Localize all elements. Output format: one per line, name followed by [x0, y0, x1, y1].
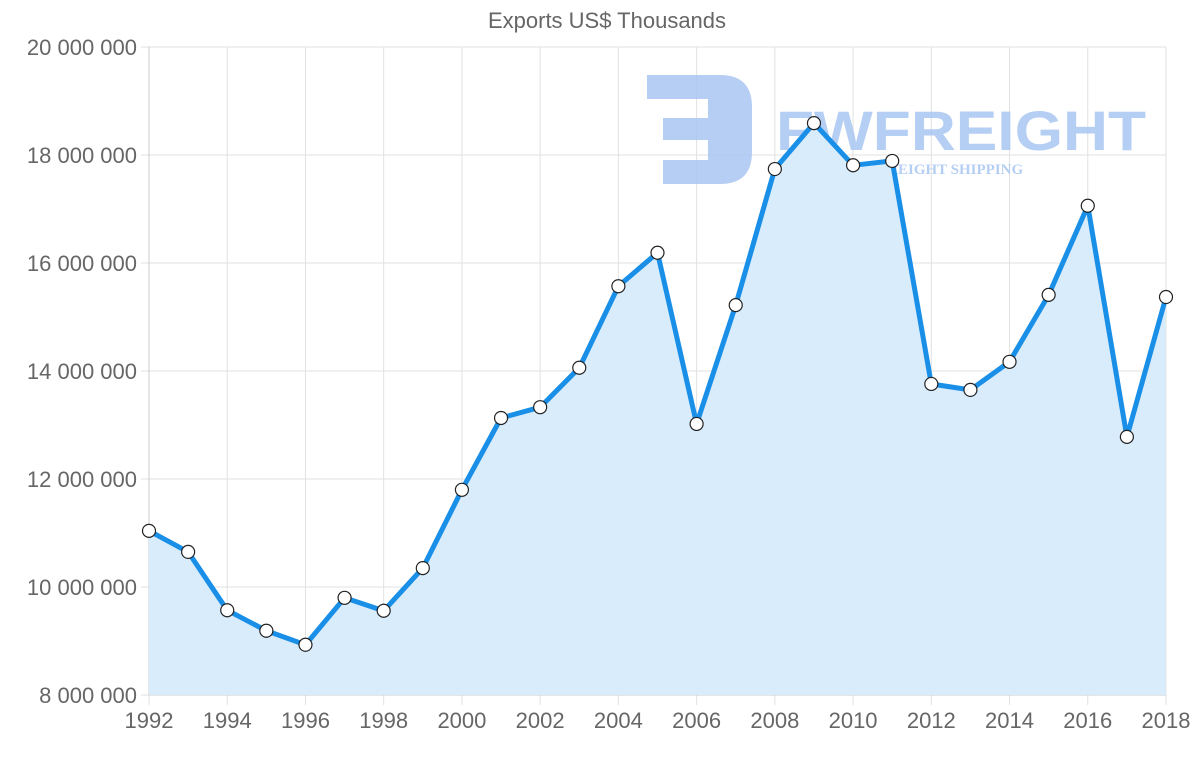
data-point[interactable]	[1158, 289, 1174, 305]
data-point[interactable]	[1080, 198, 1095, 213]
data-point[interactable]	[1002, 354, 1017, 369]
data-point[interactable]	[611, 279, 626, 294]
area-fill	[149, 123, 1166, 696]
x-tick-label: 2006	[672, 708, 721, 733]
x-tick-label: 2016	[1063, 708, 1112, 733]
data-point[interactable]	[767, 161, 782, 177]
x-axis: 1992 1994 1996 1998 2000 2002 2004 2006 2008 2010…	[125, 708, 1191, 733]
data-point[interactable]	[1119, 429, 1134, 444]
x-tick-label: 1996	[281, 708, 330, 733]
x-tick-label: 1992	[125, 708, 174, 733]
x-tick-label: 2010	[829, 708, 878, 733]
data-point[interactable]	[885, 153, 900, 169]
y-tick-label: 16 000 000	[27, 251, 137, 276]
data-point[interactable]	[376, 603, 391, 618]
data-point[interactable]	[728, 298, 743, 313]
y-tick-label: 12 000 000	[27, 467, 137, 492]
chart-title: Exports US$ Thousands	[487, 8, 727, 33]
x-tick-label: 2002	[516, 708, 565, 733]
data-point[interactable]	[493, 410, 509, 426]
y-tick-label: 18 000 000	[27, 143, 137, 168]
data-point[interactable]	[924, 376, 939, 392]
x-tick-label: 2014	[985, 708, 1034, 733]
data-point[interactable]	[141, 523, 157, 538]
data-point[interactable]	[689, 416, 704, 432]
x-tick-label: 2012	[907, 708, 956, 733]
data-point[interactable]	[454, 482, 470, 497]
data-point[interactable]	[415, 560, 430, 576]
data-point[interactable]	[298, 637, 313, 652]
data-point[interactable]	[806, 116, 822, 131]
data-point[interactable]	[650, 245, 665, 260]
y-tick-label: 8 000 000	[39, 683, 137, 708]
data-point[interactable]	[845, 158, 861, 173]
data-point[interactable]	[259, 623, 274, 638]
data-points	[141, 116, 1174, 652]
data-point[interactable]	[337, 590, 352, 605]
data-point[interactable]	[1041, 287, 1056, 302]
x-tick-label: 2018	[1142, 708, 1191, 733]
x-tick-label: 2008	[750, 708, 799, 733]
x-tick-label: 2000	[437, 708, 486, 733]
logo-mark-icon	[647, 75, 752, 184]
data-point[interactable]	[963, 382, 978, 397]
x-tick-label: 2004	[594, 708, 643, 733]
data-point[interactable]	[572, 360, 587, 375]
x-tick-label: 1994	[203, 708, 252, 733]
watermark-tagline: FREIGHT SHIPPING	[878, 162, 1023, 178]
y-tick-label: 14 000 000	[27, 359, 137, 384]
data-point[interactable]	[220, 603, 235, 618]
x-tick-label: 1998	[359, 708, 408, 733]
y-axis: 8 000 000 10 000 000 12 000 000 14 000 000 1…	[27, 35, 137, 708]
y-tick-label: 10 000 000	[27, 575, 137, 600]
data-point[interactable]	[181, 544, 196, 560]
data-point[interactable]	[533, 400, 548, 415]
y-tick-label: 20 000 000	[27, 35, 137, 60]
watermark-logo: FWFREIGHT FREIGHT SHIPPING	[647, 75, 1146, 184]
